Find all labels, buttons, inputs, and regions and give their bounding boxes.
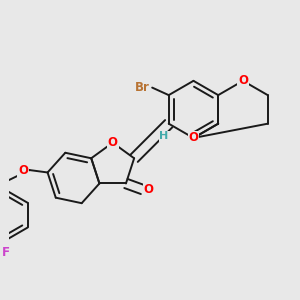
Text: O: O (238, 74, 248, 87)
Text: F: F (2, 246, 11, 259)
Text: O: O (188, 131, 199, 145)
Text: H: H (159, 131, 169, 142)
Text: Br: Br (135, 81, 150, 94)
Text: O: O (143, 183, 154, 196)
Text: O: O (18, 164, 28, 177)
Text: O: O (108, 136, 118, 149)
